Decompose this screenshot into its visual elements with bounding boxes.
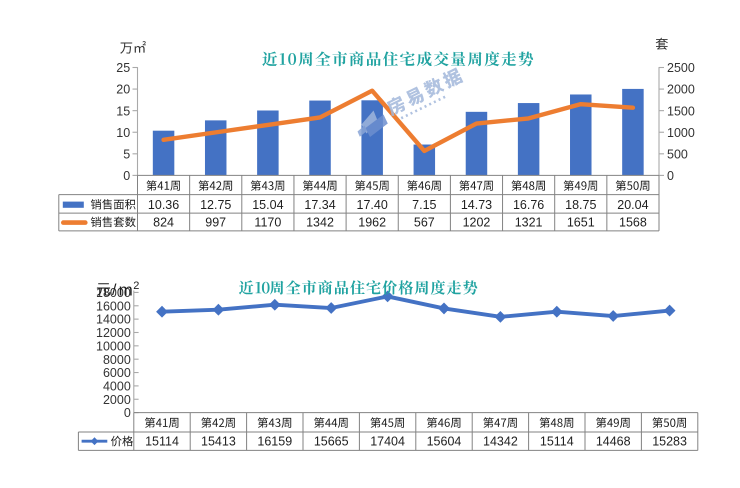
svg-text:10000: 10000 (96, 339, 131, 353)
svg-text:14000: 14000 (96, 313, 131, 327)
svg-text:15283: 15283 (652, 435, 687, 449)
svg-text:1000: 1000 (667, 126, 695, 140)
svg-text:7.15: 7.15 (412, 198, 436, 212)
svg-text:10: 10 (116, 126, 130, 140)
svg-text:1202: 1202 (463, 215, 491, 229)
svg-text:14342: 14342 (483, 435, 518, 449)
svg-text:16000: 16000 (96, 299, 131, 313)
svg-text:17.40: 17.40 (357, 198, 388, 212)
svg-text:824: 824 (153, 215, 174, 229)
svg-text:1500: 1500 (667, 104, 695, 118)
svg-text:14.73: 14.73 (461, 198, 492, 212)
svg-text:2000: 2000 (667, 83, 695, 97)
svg-text:15114: 15114 (540, 435, 574, 449)
svg-text:5: 5 (123, 147, 130, 161)
svg-text:0: 0 (667, 169, 674, 183)
svg-text:0: 0 (123, 169, 130, 183)
svg-text:1568: 1568 (619, 215, 647, 229)
svg-text:25: 25 (116, 61, 130, 75)
svg-text:8000: 8000 (103, 353, 131, 367)
svg-text:20: 20 (116, 83, 130, 97)
svg-text:2: 2 (133, 280, 139, 292)
svg-text:15114: 15114 (145, 435, 179, 449)
svg-text:1962: 1962 (358, 215, 386, 229)
svg-text:15413: 15413 (201, 435, 236, 449)
svg-text:1342: 1342 (306, 215, 334, 229)
svg-text:12.75: 12.75 (200, 198, 231, 212)
svg-text:14468: 14468 (596, 435, 631, 449)
svg-text:2500: 2500 (667, 61, 695, 75)
svg-text:15604: 15604 (427, 435, 462, 449)
svg-text:16159: 16159 (257, 435, 292, 449)
svg-text:567: 567 (414, 215, 435, 229)
svg-text:15.04: 15.04 (252, 198, 283, 212)
svg-text:15665: 15665 (314, 435, 349, 449)
svg-text:/: / (112, 282, 117, 299)
svg-text:2000: 2000 (103, 393, 131, 407)
svg-text:17404: 17404 (370, 435, 405, 449)
svg-text:4000: 4000 (103, 380, 131, 394)
svg-text:997: 997 (205, 215, 226, 229)
svg-text:20.04: 20.04 (617, 198, 648, 212)
svg-text:15: 15 (116, 104, 130, 118)
svg-text:m: m (119, 280, 133, 299)
svg-text:1651: 1651 (567, 215, 595, 229)
svg-text:500: 500 (667, 147, 688, 161)
svg-text:6000: 6000 (103, 366, 131, 380)
svg-text:10.36: 10.36 (148, 198, 179, 212)
svg-text:1321: 1321 (515, 215, 543, 229)
svg-text:16.76: 16.76 (513, 198, 544, 212)
svg-text:18.75: 18.75 (565, 198, 596, 212)
svg-text:12000: 12000 (96, 326, 131, 340)
svg-text:1170: 1170 (254, 215, 281, 229)
svg-text:0: 0 (124, 406, 131, 420)
svg-text:17.34: 17.34 (304, 198, 335, 212)
